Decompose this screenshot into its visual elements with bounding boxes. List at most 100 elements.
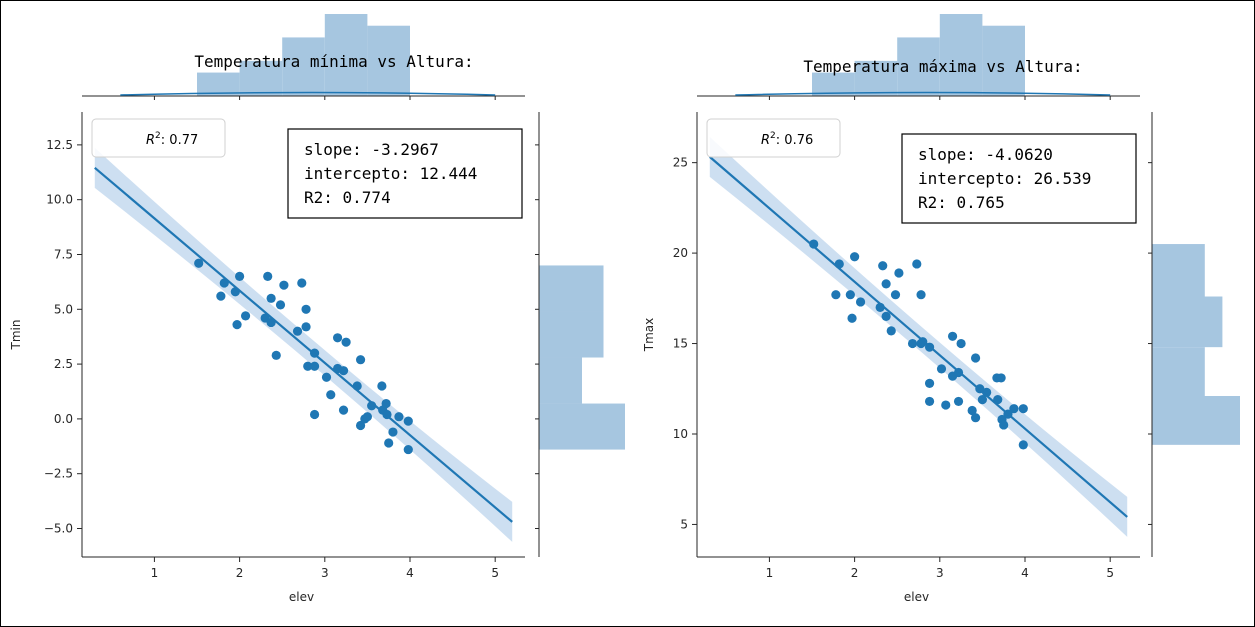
y-axis-label: Tmax bbox=[642, 318, 656, 352]
data-point bbox=[275, 300, 286, 310]
marginal-x-histogram bbox=[82, 14, 525, 100]
data-point bbox=[970, 413, 981, 423]
data-point bbox=[912, 259, 922, 269]
data-point bbox=[381, 398, 391, 409]
x-hist-bar bbox=[282, 37, 325, 96]
y-hist-bar bbox=[539, 311, 604, 358]
stats-box bbox=[287, 128, 523, 219]
r2-superscript: 2 bbox=[155, 131, 161, 141]
data-point bbox=[301, 322, 311, 332]
regression-line bbox=[94, 166, 513, 523]
x-tick-label: 1 bbox=[766, 566, 774, 580]
x-tick-label: 2 bbox=[851, 566, 859, 580]
data-point bbox=[377, 381, 387, 391]
x-axis-label: elev bbox=[904, 590, 929, 604]
stats-line: intercepto: 12.444 bbox=[304, 164, 477, 183]
stats-line: R2: 0.774 bbox=[304, 188, 391, 207]
r2-symbol: R bbox=[146, 133, 155, 148]
y-tick-label: −5.0 bbox=[44, 522, 73, 536]
x-hist-bar bbox=[897, 37, 940, 96]
y-tick-label: 10.0 bbox=[46, 193, 73, 207]
y-axis-label: Tmin bbox=[9, 320, 23, 351]
data-point bbox=[947, 331, 958, 341]
r2-superscript: 2 bbox=[770, 131, 776, 141]
x-axis-label: elev bbox=[289, 590, 314, 604]
data-point bbox=[977, 395, 987, 405]
r2-value: : 0.76 bbox=[776, 133, 813, 148]
y-tick-label: 2.5 bbox=[54, 357, 73, 371]
r2-legend-box bbox=[706, 118, 841, 158]
joint-plot-2: Temperatura máxima vs Altura: 1 2 3 4 5 5 10 15 2… bbox=[642, 14, 1240, 604]
data-point bbox=[394, 412, 404, 422]
data-point bbox=[297, 278, 307, 288]
data-point bbox=[907, 338, 918, 349]
r2-symbol: R bbox=[761, 133, 770, 148]
data-point bbox=[332, 333, 343, 343]
x-tick-label: 4 bbox=[1021, 566, 1029, 580]
stats-line: slope: -4.0620 bbox=[918, 145, 1053, 164]
data-point bbox=[309, 361, 320, 371]
data-point bbox=[240, 311, 251, 321]
y-tick-label: 20 bbox=[673, 246, 688, 260]
data-point bbox=[967, 405, 977, 416]
data-point bbox=[916, 290, 926, 300]
data-point bbox=[847, 313, 857, 323]
data-point bbox=[953, 396, 964, 407]
y-hist-bar bbox=[539, 357, 582, 404]
data-point bbox=[403, 416, 413, 426]
data-point bbox=[924, 378, 935, 388]
x-tick-label: 3 bbox=[321, 566, 329, 580]
chart-title: Temperatura mínima vs Altura: bbox=[194, 52, 473, 71]
y-tick-label: 5.0 bbox=[54, 302, 73, 316]
data-point bbox=[266, 293, 276, 303]
stats-line: slope: -3.2967 bbox=[304, 140, 439, 159]
y-tick-label: −2.5 bbox=[44, 467, 73, 481]
data-point bbox=[232, 320, 242, 330]
x-hist-bar bbox=[812, 72, 855, 96]
data-point bbox=[850, 252, 860, 262]
marginal-y-histogram bbox=[1148, 112, 1240, 557]
data-point bbox=[194, 258, 204, 268]
stats-box bbox=[901, 133, 1137, 224]
data-point bbox=[338, 366, 349, 376]
x-tick-label: 4 bbox=[406, 566, 414, 580]
data-point bbox=[890, 290, 901, 300]
data-point bbox=[303, 361, 313, 371]
data-point bbox=[956, 338, 966, 349]
x-hist-bar bbox=[197, 72, 240, 96]
regression-line bbox=[709, 156, 1128, 518]
scatter-points bbox=[194, 258, 413, 455]
data-point bbox=[881, 311, 891, 322]
data-point bbox=[292, 326, 303, 336]
r2-legend-text: R2: 0.77 bbox=[146, 131, 198, 148]
data-point bbox=[970, 353, 981, 363]
r2-value: : 0.77 bbox=[161, 133, 198, 148]
y-tick-label: 0.0 bbox=[54, 412, 73, 426]
y-tick-label: 15 bbox=[673, 337, 688, 351]
data-point bbox=[1018, 404, 1028, 414]
data-point bbox=[384, 438, 394, 448]
data-point bbox=[309, 409, 320, 420]
data-point bbox=[999, 420, 1009, 430]
data-point bbox=[321, 372, 332, 382]
x-hist-bar bbox=[239, 60, 283, 96]
y-hist-bar bbox=[539, 403, 625, 450]
y-hist-bar bbox=[1152, 396, 1240, 445]
data-point bbox=[1009, 404, 1019, 414]
data-point bbox=[388, 427, 398, 437]
data-point bbox=[235, 271, 245, 282]
y-tick-label: 12.5 bbox=[46, 138, 73, 152]
x-tick-label: 5 bbox=[491, 566, 499, 580]
chart-title: Temperatura máxima vs Altura: bbox=[803, 57, 1082, 76]
y-tick-label: 10 bbox=[673, 427, 688, 441]
stats-line: R2: 0.765 bbox=[918, 193, 1005, 212]
data-point bbox=[809, 239, 819, 249]
x-kde-line bbox=[120, 91, 496, 96]
data-point bbox=[936, 364, 947, 374]
stats-line: intercepto: 26.539 bbox=[918, 169, 1091, 188]
x-hist-bar bbox=[324, 14, 368, 96]
data-point bbox=[894, 268, 904, 278]
data-point bbox=[924, 396, 935, 407]
y-hist-bar bbox=[1152, 296, 1223, 348]
